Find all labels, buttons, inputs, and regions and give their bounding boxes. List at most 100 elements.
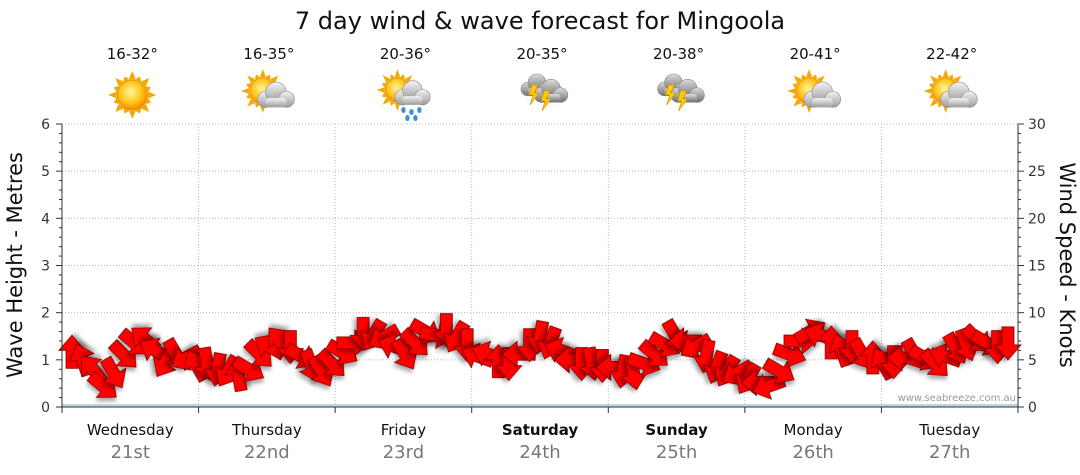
sun-ray (793, 98, 802, 107)
day-date: 22nd (244, 442, 290, 463)
partly-cloudy-icon (787, 69, 841, 113)
cloud-shape (257, 81, 295, 108)
sun-ray (135, 76, 142, 82)
temperature-range: 22-42° (926, 45, 977, 63)
y-tick-label-left: 6 (41, 117, 50, 133)
sun-ray (937, 102, 944, 108)
y-tick-label-left: 4 (41, 211, 50, 227)
storm-icon (657, 73, 705, 112)
sun-ray (113, 85, 120, 93)
sun-ray (115, 103, 124, 112)
sun-ray (811, 74, 818, 80)
sun-ray (389, 100, 396, 106)
day-name-monday: Monday (784, 421, 843, 439)
cloud-base (402, 96, 423, 105)
wind-arrow (637, 338, 668, 366)
sun-ray (265, 74, 271, 80)
rain-drop (413, 115, 418, 121)
wind-arrows (58, 313, 1022, 400)
sun-ray (399, 74, 405, 80)
sun-ray (140, 78, 150, 87)
partly-cloudy-icon (923, 69, 978, 113)
sun-ray (389, 74, 396, 80)
y-tick-label-left: 2 (41, 306, 50, 322)
sun-ray (128, 110, 136, 119)
y-axis-label-right: Wind Speed - Knots (1055, 162, 1079, 367)
day-date: 26th (792, 442, 833, 463)
y-tick-label-left: 5 (41, 164, 50, 180)
day-date: 24th (519, 442, 560, 463)
sun-ray (254, 102, 261, 108)
lightning-bolt (665, 84, 677, 106)
sun-ray (381, 82, 387, 88)
sunny-icon (108, 71, 157, 119)
cloud-shape (394, 80, 431, 106)
wind-arrow (994, 326, 1022, 361)
sun-ray (247, 75, 256, 84)
day-name-sunday: Sunday (645, 421, 708, 439)
day-name-wednesday: Wednesday (87, 421, 174, 439)
sun-ray (929, 93, 935, 100)
sun-ray (246, 93, 252, 100)
temperature-range: 20-41° (790, 45, 841, 63)
day-name-friday: Friday (381, 421, 427, 439)
sun-ray (123, 108, 130, 114)
sun-ray (929, 82, 935, 89)
y-tick-label-right: 15 (1028, 259, 1046, 275)
sun-ray (240, 87, 250, 95)
sun-ray (254, 74, 261, 80)
lightning-bolt (677, 90, 689, 112)
sun-ray (801, 102, 807, 108)
sun-ray (376, 87, 385, 93)
day-date: 21st (111, 442, 150, 463)
rain-drop (409, 109, 414, 115)
sun-ray (259, 69, 266, 78)
sun-ray (816, 75, 825, 84)
rain-drop (401, 107, 406, 113)
temperature-range: 20-36° (380, 45, 431, 63)
day-date: 25th (656, 442, 697, 463)
temperature-range: 20-38° (653, 45, 704, 63)
storm-icon (520, 73, 569, 112)
sun-ray (382, 75, 391, 84)
sun-ray (382, 96, 391, 105)
sun-ray (147, 91, 157, 99)
wave-height-band (62, 404, 1018, 407)
sun-ray (942, 69, 949, 78)
sun-disc (116, 79, 148, 111)
sun-ray (793, 75, 802, 84)
y-tick-label-right: 30 (1028, 117, 1046, 133)
sun-ray (247, 98, 256, 107)
sun-ray (145, 85, 151, 93)
sun-ray (128, 71, 136, 80)
sun-ray (135, 108, 142, 114)
cloud-base (948, 98, 970, 108)
sun-ray (270, 75, 279, 84)
sun-ray (792, 93, 798, 100)
sun-ray (115, 78, 124, 87)
cloud-shape (803, 81, 841, 108)
y-axis-label-left: Wave Height - Metres (3, 152, 27, 378)
chart-title: 7 day wind & wave forecast for Mingoola (295, 7, 785, 35)
showers-icon (376, 69, 431, 121)
rain-drop (405, 115, 410, 121)
cloud-base (265, 98, 287, 108)
day-name-tuesday: Tuesday (918, 421, 980, 439)
sun-ray (246, 82, 252, 89)
sun-ray (806, 69, 813, 78)
y-tick-label-left: 3 (41, 259, 50, 275)
watermark: www.seabreeze.com.au (898, 393, 1016, 404)
y-tick-label-right: 20 (1028, 211, 1046, 227)
lightning-bolt (528, 84, 540, 106)
sun-ray (792, 82, 798, 89)
sun-ray (404, 75, 413, 84)
sun-ray (113, 97, 120, 105)
sun-ray (108, 91, 117, 99)
partly-cloudy-icon (240, 69, 295, 113)
sun-ray (145, 97, 151, 105)
sun-ray (937, 74, 944, 80)
y-tick-label-right: 0 (1028, 400, 1037, 416)
sun-ray (948, 74, 954, 80)
wave-band (62, 404, 1018, 407)
